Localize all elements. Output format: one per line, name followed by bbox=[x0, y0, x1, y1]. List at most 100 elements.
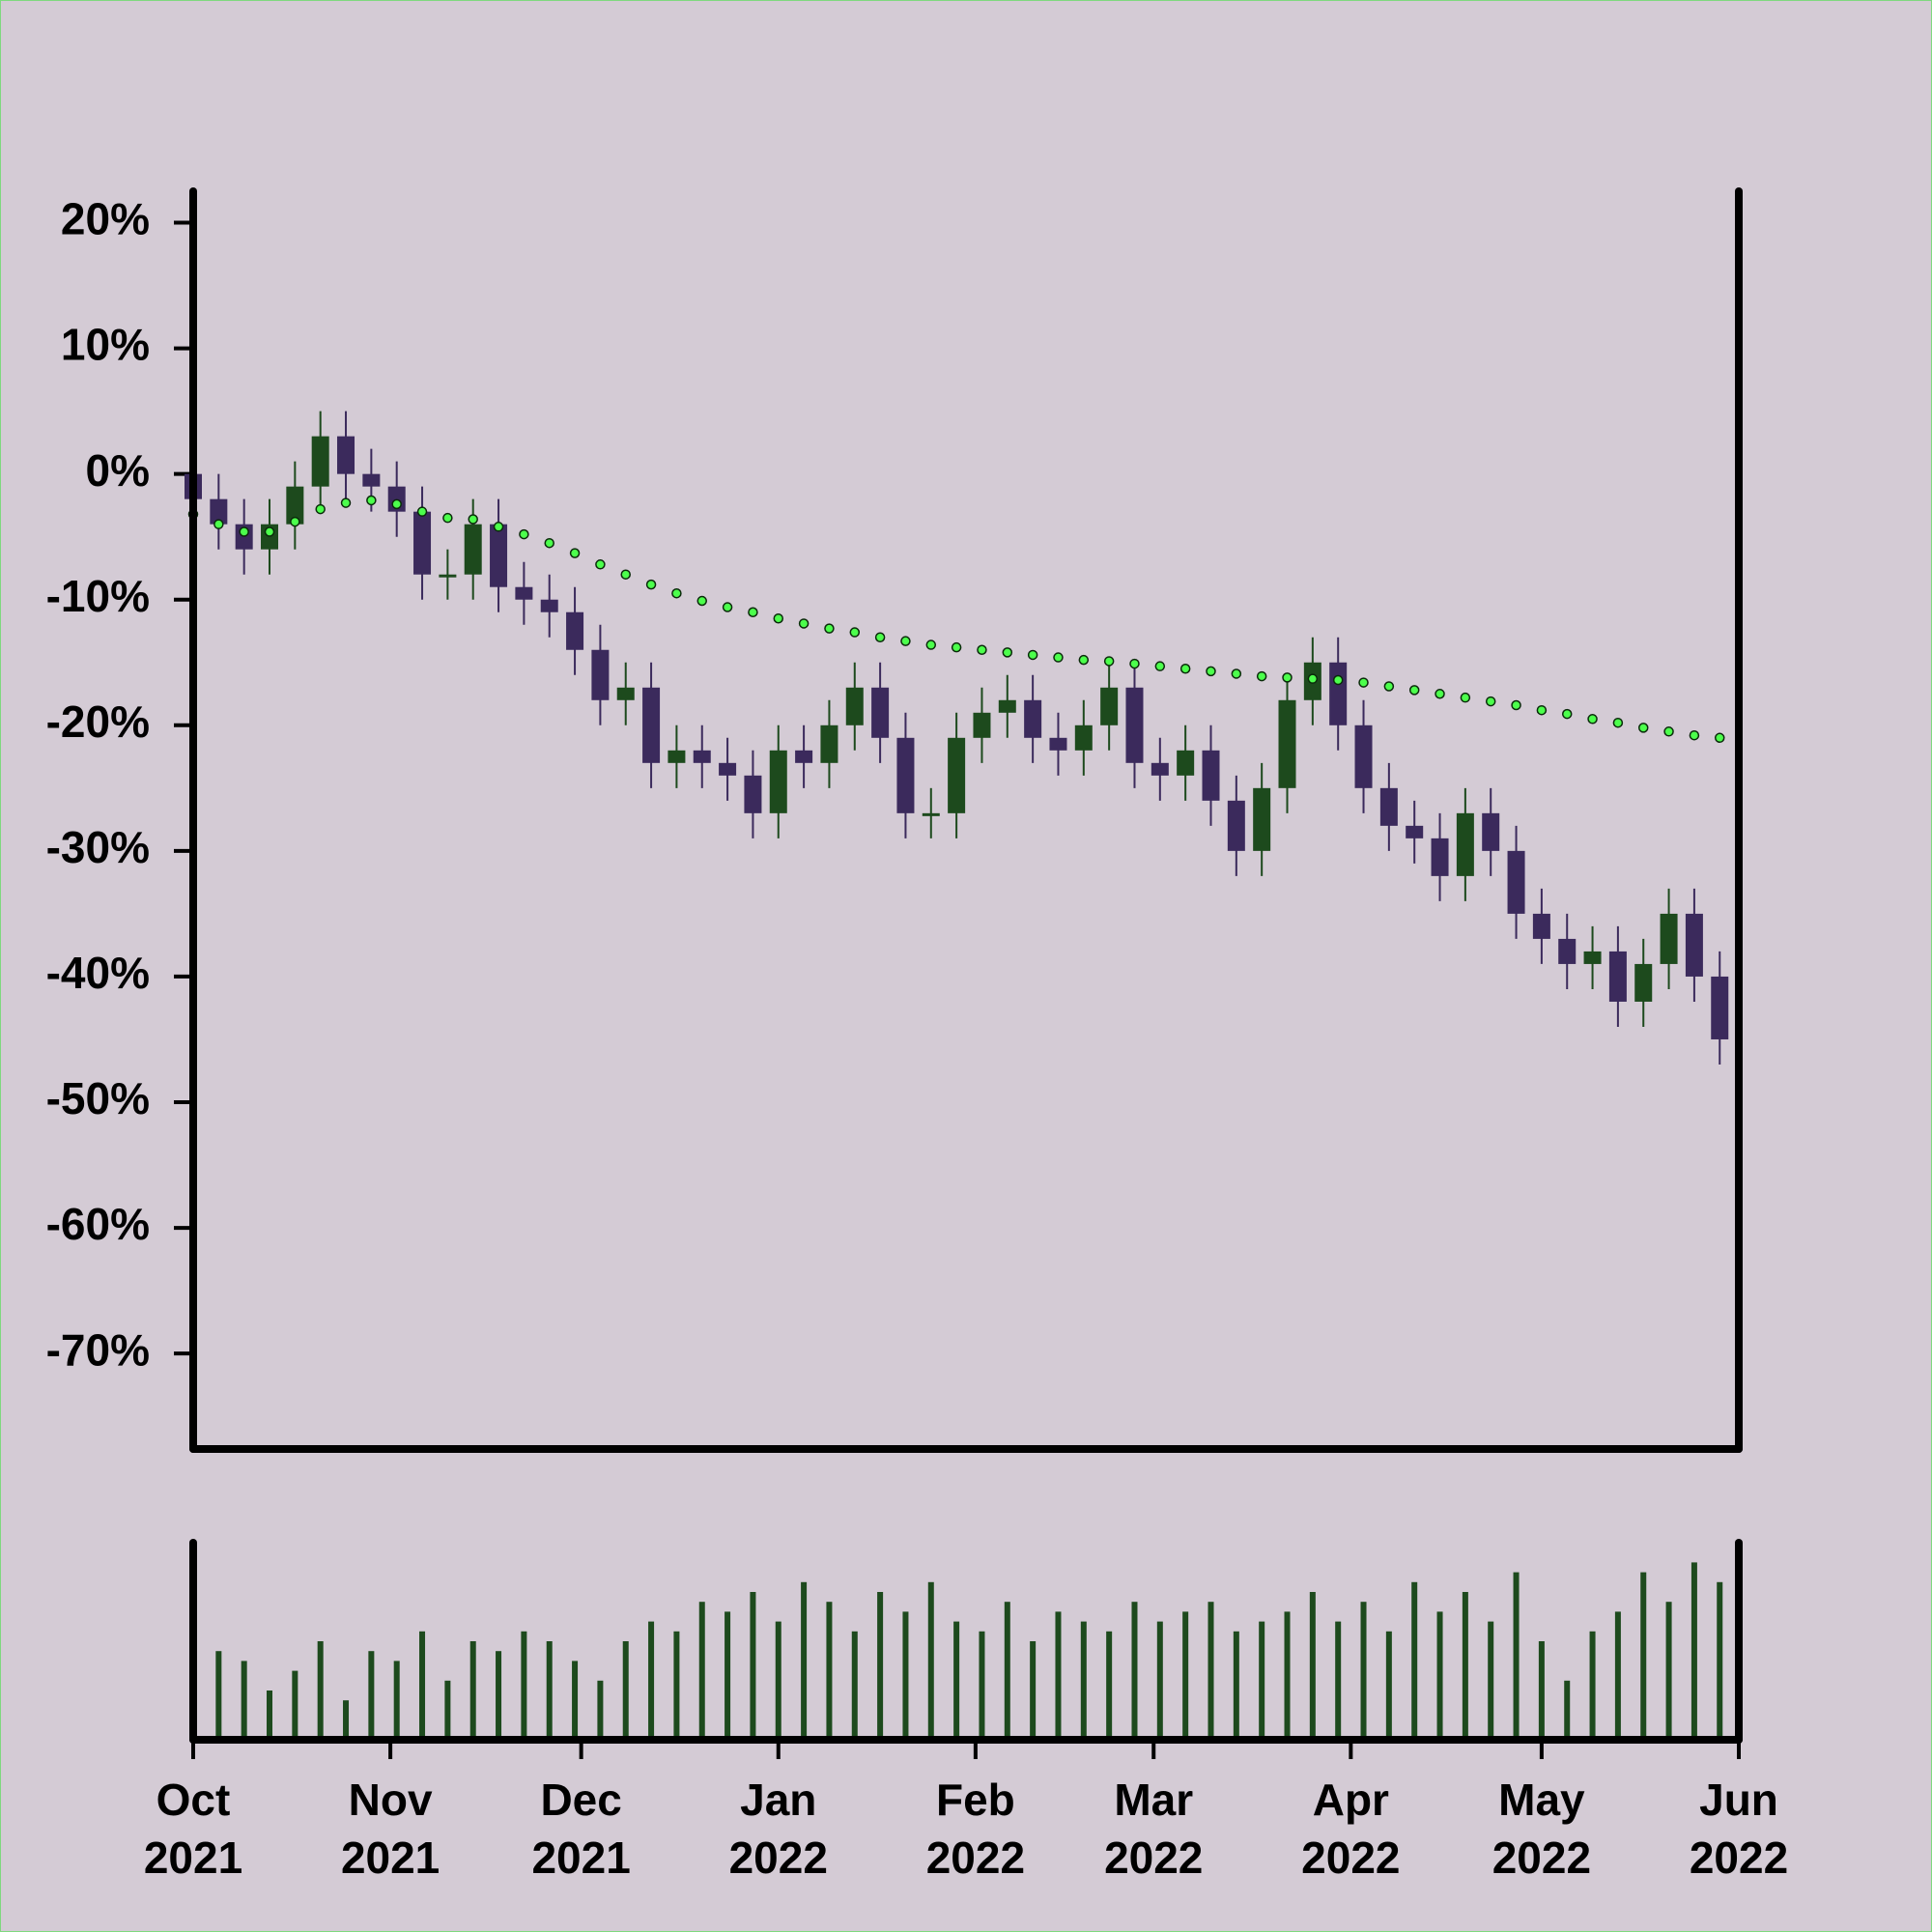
volume-bar bbox=[1259, 1621, 1265, 1740]
ma-point bbox=[1714, 732, 1725, 744]
ma-point bbox=[671, 587, 682, 599]
candle-body bbox=[1406, 825, 1424, 838]
ma-point bbox=[1231, 668, 1242, 679]
candle-body bbox=[1685, 913, 1703, 977]
candle-body bbox=[769, 750, 787, 813]
candle-body bbox=[1202, 750, 1220, 801]
ma-point bbox=[1078, 654, 1090, 666]
ma-point bbox=[798, 618, 810, 629]
candle-body bbox=[693, 750, 711, 763]
ma-point bbox=[1485, 696, 1496, 707]
ma-point bbox=[1206, 666, 1216, 677]
x-tick-label: May 2022 bbox=[1492, 1775, 1592, 1883]
candle-body bbox=[1329, 662, 1348, 725]
ma-point bbox=[1307, 673, 1319, 684]
volume-bar bbox=[1360, 1602, 1367, 1740]
candle-body bbox=[668, 750, 686, 763]
candle-body bbox=[1532, 913, 1550, 939]
volume-bar bbox=[1385, 1631, 1392, 1740]
volume-bar bbox=[1538, 1641, 1545, 1740]
ma-point bbox=[824, 623, 835, 634]
volume-bar bbox=[698, 1602, 705, 1740]
candle-body bbox=[719, 762, 737, 776]
ma-point bbox=[696, 595, 707, 607]
candle-body bbox=[616, 687, 635, 700]
ma-point bbox=[416, 506, 428, 517]
volume-bar bbox=[1208, 1602, 1214, 1740]
ma-point bbox=[1179, 664, 1191, 674]
ma-point bbox=[1587, 714, 1598, 724]
ma-point bbox=[620, 569, 631, 580]
candle-body bbox=[1558, 938, 1577, 964]
volume-bar bbox=[622, 1641, 629, 1740]
ma-point bbox=[442, 512, 453, 524]
ma-point bbox=[1103, 656, 1115, 667]
volume-bar bbox=[927, 1581, 934, 1740]
volume-bar bbox=[1233, 1631, 1239, 1740]
ma-point bbox=[595, 559, 606, 570]
volume-bar bbox=[902, 1611, 909, 1740]
volume-bar bbox=[801, 1581, 808, 1740]
ma-point bbox=[1383, 681, 1395, 692]
volume-bar bbox=[1513, 1572, 1520, 1740]
candle-body bbox=[490, 524, 508, 587]
y-tick-label: -30% bbox=[46, 822, 150, 872]
volume-bar bbox=[215, 1651, 222, 1740]
volume-bar bbox=[1335, 1621, 1342, 1740]
candle-body bbox=[845, 687, 864, 725]
candle-body bbox=[1024, 699, 1042, 738]
ma-point bbox=[1511, 699, 1521, 711]
volume-bar bbox=[546, 1641, 553, 1740]
candle-body bbox=[1583, 951, 1602, 964]
candle-body bbox=[642, 687, 661, 763]
candle-body bbox=[998, 699, 1016, 713]
y-tick-label: -50% bbox=[46, 1073, 150, 1123]
volume-bar bbox=[1411, 1581, 1418, 1740]
volume-bar bbox=[267, 1690, 273, 1740]
ma-point bbox=[1358, 677, 1369, 688]
volume-bar bbox=[444, 1680, 451, 1740]
candle-body bbox=[1125, 687, 1144, 763]
volume-bar bbox=[953, 1621, 960, 1740]
candle-body bbox=[948, 737, 966, 813]
ma-point bbox=[1536, 704, 1548, 716]
volume-bar bbox=[469, 1641, 476, 1740]
ma-point bbox=[1027, 649, 1038, 661]
volume-bar bbox=[775, 1621, 781, 1740]
ma-point bbox=[1053, 652, 1064, 663]
volume-bar bbox=[393, 1661, 400, 1740]
volume-bar bbox=[1309, 1592, 1316, 1740]
volume-bar bbox=[241, 1661, 247, 1740]
candle-body bbox=[922, 812, 940, 816]
ma-point bbox=[544, 537, 554, 549]
volume-bar bbox=[979, 1631, 985, 1740]
x-tick-label: Jun 2022 bbox=[1689, 1775, 1789, 1883]
volume-bar bbox=[826, 1602, 833, 1740]
volume-bar bbox=[419, 1631, 426, 1740]
candle-body bbox=[1456, 812, 1474, 876]
candle-body bbox=[1634, 963, 1653, 1002]
volume-bar bbox=[1564, 1680, 1571, 1740]
volume-bar bbox=[292, 1670, 298, 1740]
ma-point bbox=[468, 514, 478, 525]
candle-body bbox=[1227, 800, 1245, 851]
x-tick-label: Oct 2021 bbox=[143, 1775, 243, 1883]
ma-point bbox=[1256, 670, 1267, 682]
ma-point bbox=[366, 495, 377, 506]
ma-point bbox=[213, 519, 224, 529]
candle-body bbox=[311, 436, 329, 487]
x-tick-label: Apr 2022 bbox=[1301, 1775, 1401, 1883]
candle-body bbox=[591, 649, 610, 700]
ma-point bbox=[1460, 692, 1471, 703]
candle-body bbox=[744, 775, 762, 813]
y-tick-label: -10% bbox=[46, 571, 150, 621]
volume-bar bbox=[1640, 1572, 1647, 1740]
ma-point bbox=[519, 528, 529, 540]
candle-body bbox=[1253, 787, 1271, 851]
volume-bar bbox=[1665, 1602, 1672, 1740]
ma-point bbox=[874, 632, 886, 642]
candle-body bbox=[1507, 850, 1525, 914]
volume-bar bbox=[1436, 1611, 1443, 1740]
volume-bar bbox=[1589, 1631, 1596, 1740]
